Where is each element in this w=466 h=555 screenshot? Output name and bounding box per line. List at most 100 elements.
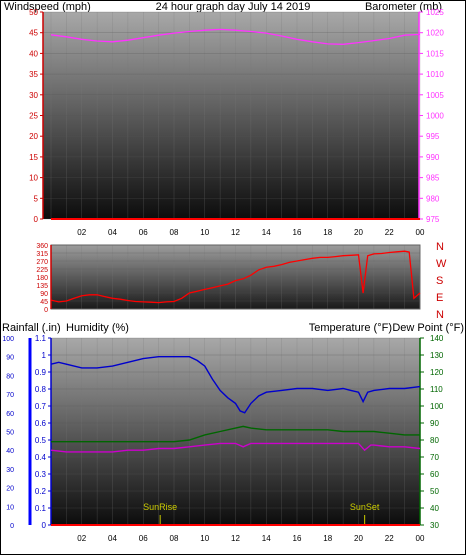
wind-direction-series — [50, 250, 421, 304]
compass-label: N — [436, 309, 444, 321]
wind-baro-x-tick-label: 06 — [139, 228, 148, 237]
humidity-temp-x-tick-label: 16 — [293, 534, 302, 543]
temperature-axis-label: Temperature (°F) — [309, 322, 392, 334]
temperature-tick-label: 60 — [430, 470, 439, 479]
sun-event-label: SunRise — [143, 502, 177, 512]
barometer-axis-label: Barometer (mb) — [365, 1, 442, 13]
temperature-tick-label: 40 — [430, 504, 439, 513]
rainfall-tick-label: 0.2 — [35, 487, 47, 496]
rainfall-tick-label: 0.6 — [35, 419, 47, 428]
wind-baro-x-tick-label: 12 — [231, 228, 240, 237]
rainfall-tick-label: 0.4 — [35, 453, 47, 462]
temperature-tick-label: 120 — [430, 368, 444, 377]
humidity-tick-label: 0 — [10, 523, 14, 530]
compass-label: W — [436, 258, 447, 270]
humidity-temp-x-tick-label: 02 — [77, 534, 86, 543]
compass-label: S — [436, 275, 443, 287]
humidity-temp-x-tick-label: 14 — [262, 534, 271, 543]
windspeed-tick-label: 10 — [29, 174, 38, 183]
wind-baro-grid — [43, 11, 421, 220]
wind-baro-x-tick-label: 04 — [108, 228, 117, 237]
barometer-tick-label: 1025 — [426, 8, 444, 17]
humidity-tick-label: 30 — [6, 467, 14, 474]
humidity-axis-label: Humidity (%) — [66, 322, 129, 334]
rainfall-tick-label: 0.9 — [35, 368, 47, 377]
temperature-tick-label: 50 — [430, 487, 439, 496]
humidity-line — [50, 356, 421, 414]
humidity-temp-x-tick-label: 08 — [170, 534, 179, 543]
wind-direction-tick-label: 180 — [36, 275, 48, 282]
windspeed-tick-label: 0 — [34, 215, 39, 224]
humidity-temp-x-tick-label: 04 — [108, 534, 117, 543]
wind-direction-line — [50, 250, 421, 304]
humidity-tick-label: 80 — [6, 373, 14, 380]
humidity-tick-label: 50 — [6, 430, 14, 437]
wind-direction-tick-label: 0 — [44, 307, 48, 314]
humidity-tick-label: 70 — [6, 392, 14, 399]
rainfall-tick-label: 0.7 — [35, 402, 47, 411]
rainfall-tick-label: 1.1 — [35, 334, 47, 343]
dewpoint-line — [50, 442, 421, 453]
temperature-tick-label: 70 — [430, 453, 439, 462]
wind-baro-x-tick-label: 10 — [200, 228, 209, 237]
rainfall-tick-label: 0.5 — [35, 436, 47, 445]
barometer-tick-label: 990 — [426, 153, 440, 162]
humidity-tick-label: 60 — [6, 411, 14, 418]
rainfall-axis-label: Rainfall (.in) — [2, 322, 61, 334]
humidity-temp-x-tick-label: 06 — [139, 534, 148, 543]
rainfall-tick-label: 0.1 — [35, 504, 47, 513]
humidity-temp-x-tick-label: 00 — [416, 534, 425, 543]
windspeed-tick-label: 20 — [29, 132, 38, 141]
humidity-temp-series — [50, 356, 421, 526]
wind-baro-x-tick-label: 14 — [262, 228, 271, 237]
windspeed-tick-label: 50 — [29, 8, 38, 17]
barometer-tick-label: 975 — [426, 215, 440, 224]
wind-baro-x-tick-label: 02 — [77, 228, 86, 237]
windspeed-tick-label: 15 — [29, 153, 38, 162]
humidity-tick-label: 40 — [6, 448, 14, 455]
windspeed-tick-label: 30 — [29, 91, 38, 100]
wind-direction-tick-label: 45 — [40, 299, 48, 306]
humidity-temp-grid — [50, 337, 421, 526]
graph-title: 24 hour graph day July 14 2019 — [156, 1, 311, 13]
wind-baro-x-tick-label: 22 — [385, 228, 394, 237]
wind-baro-x-tick-label: 08 — [170, 228, 179, 237]
humidity-temp-x-tick-label: 22 — [385, 534, 394, 543]
barometer-tick-label: 980 — [426, 194, 440, 203]
humidity-temp-x-tick-label: 18 — [323, 534, 332, 543]
sun-event-label: SunSet — [350, 502, 380, 512]
temperature-tick-label: 30 — [430, 521, 439, 530]
humidity-tick-label: 90 — [6, 355, 14, 362]
wind-baro-x-tick-label: 00 — [416, 228, 425, 237]
temperature-tick-label: 100 — [430, 402, 444, 411]
compass-label: E — [436, 292, 443, 304]
wind-baro-x-tick-label: 18 — [323, 228, 332, 237]
wind-direction-tick-label: 270 — [36, 259, 48, 266]
rainfall-tick-label: 1 — [42, 351, 47, 360]
humidity-tick-label: 10 — [6, 504, 14, 511]
rainfall-tick-label: 0.8 — [35, 385, 47, 394]
humidity-tick-label: 20 — [6, 486, 14, 493]
temperature-tick-label: 80 — [430, 436, 439, 445]
barometer-tick-label: 1005 — [426, 91, 444, 100]
barometer-tick-label: 995 — [426, 132, 440, 141]
windspeed-tick-label: 45 — [29, 29, 38, 38]
wind-direction-tick-label: 225 — [36, 267, 48, 274]
windspeed-tick-label: 25 — [29, 112, 38, 121]
dewpoint-axis-label: Dew Point (°F) — [392, 322, 464, 334]
barometer-tick-label: 1015 — [426, 49, 444, 58]
humidity-temp-x-tick-label: 10 — [200, 534, 209, 543]
wind-baro-series — [50, 28, 421, 220]
temperature-tick-label: 130 — [430, 351, 444, 360]
windspeed-axis-label: Windspeed (mph) — [4, 1, 91, 13]
barometer-line — [50, 28, 421, 45]
barometer-tick-label: 1010 — [426, 70, 444, 79]
barometer-tick-label: 985 — [426, 174, 440, 183]
windspeed-tick-label: 35 — [29, 70, 38, 79]
rainfall-tick-label: 0.3 — [35, 470, 47, 479]
humidity-temp-axes: 02 04 06 08 10 12 14 16 18 20 22 0000.10.20.30.40.5… — [2, 334, 444, 543]
barometer-tick-label: 1000 — [426, 112, 444, 121]
wind-baro-x-tick-label: 20 — [354, 228, 363, 237]
